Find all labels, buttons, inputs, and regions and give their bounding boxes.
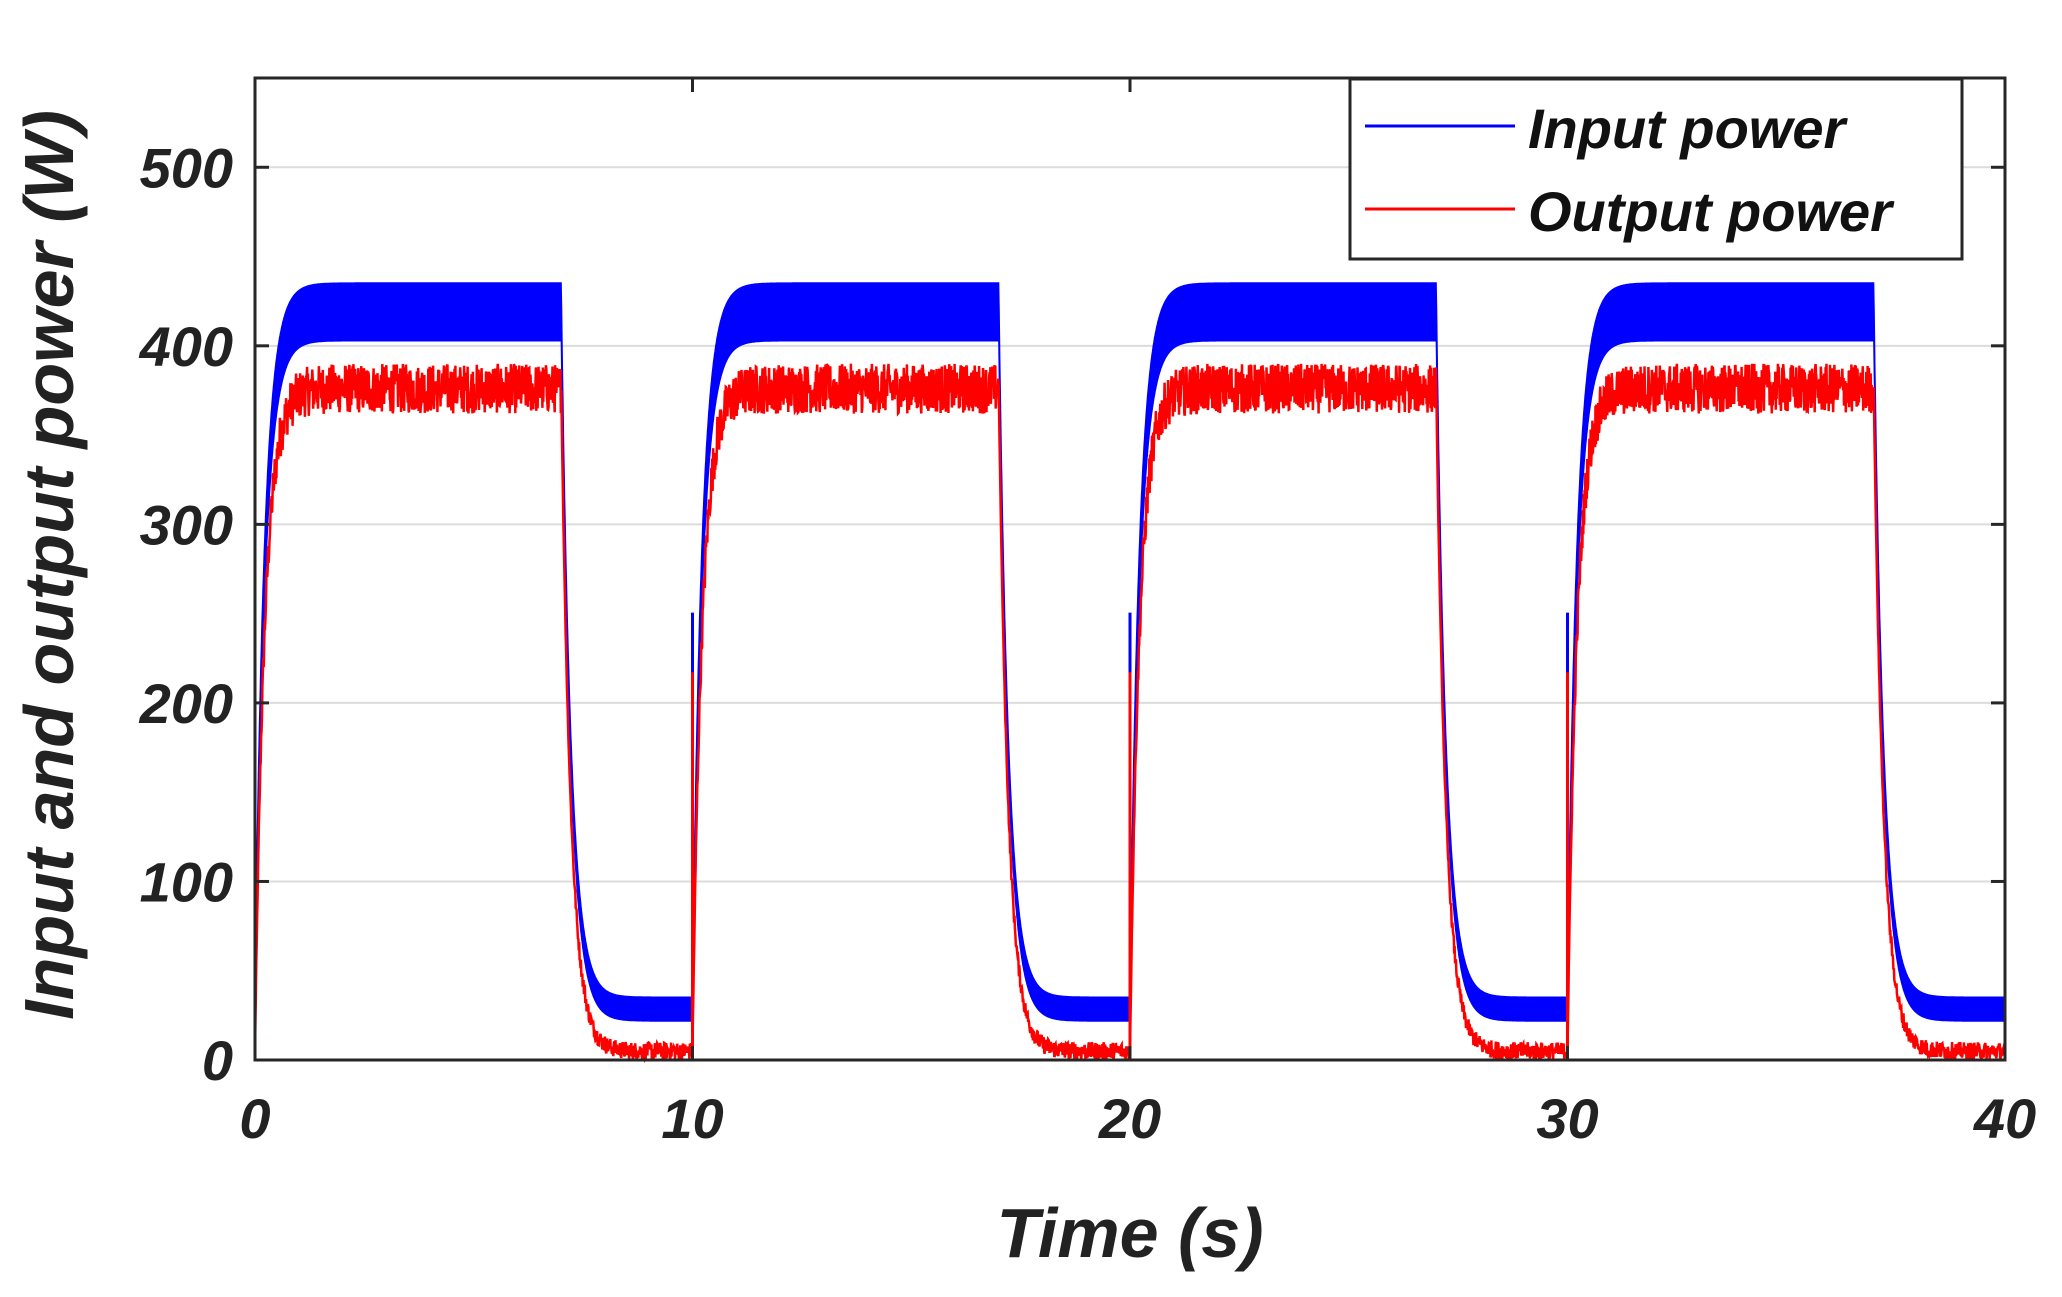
legend-box [1348,77,1964,261]
legend-label-input-power: Input power [1528,97,1849,160]
x-tick-label-20: 20 [1098,1087,1161,1150]
legend: Input power Output power [1348,77,1964,261]
x-tick-label-30: 30 [1536,1087,1598,1150]
x-axis-label: Time (s) [996,1194,1263,1272]
x-tick-label-40: 40 [1973,1087,2036,1150]
y-tick-label-0: 0 [202,1029,233,1092]
x-tick-label-0: 0 [239,1087,270,1150]
legend-label-output-power: Output power [1528,180,1895,243]
y-tick-label-100: 100 [140,850,233,913]
axis-ticks: 0 100 200 300 400 500 0 10 20 30 40 [139,78,2036,1150]
y-tick-label-400: 400 [139,315,233,378]
y-tick-label-200: 200 [139,672,233,735]
y-axis-label: Input and output power (W) [10,110,88,1020]
x-tick-label-10: 10 [661,1087,723,1150]
y-tick-label-300: 300 [140,493,233,556]
y-tick-label-500: 500 [140,136,233,199]
